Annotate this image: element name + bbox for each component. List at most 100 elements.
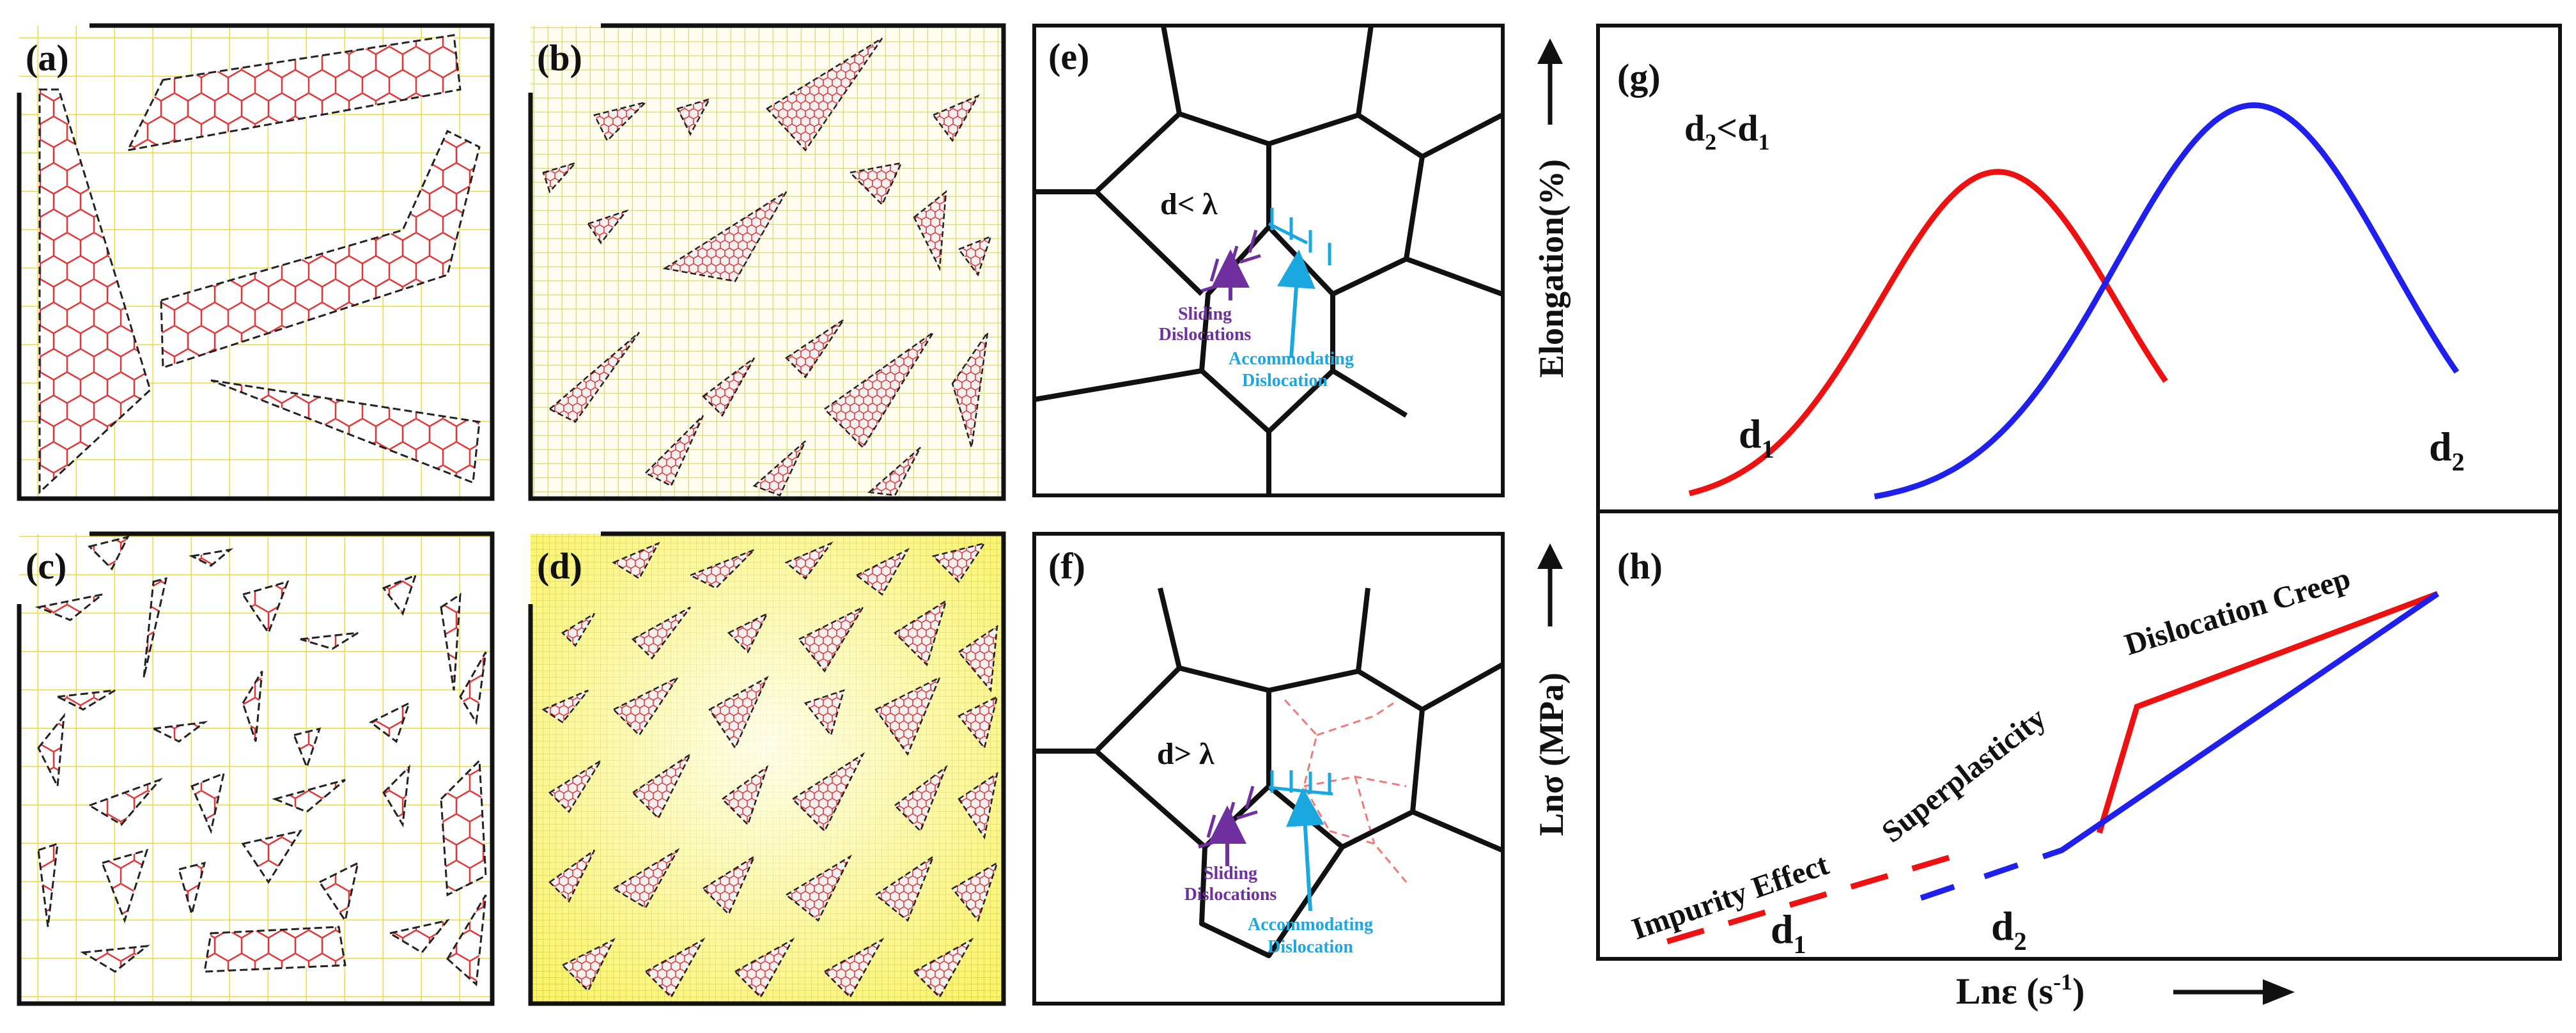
panel-e-frame	[1032, 24, 1505, 497]
panel-c-flake	[300, 632, 359, 650]
panel-c-flake	[80, 945, 150, 973]
panel-d-flake	[708, 676, 769, 750]
panel-c: (c)	[17, 531, 495, 1006]
g-d2-sub: 2	[2452, 447, 2465, 476]
panel-d-flake	[951, 861, 999, 922]
g-series-d1-line	[1688, 169, 2168, 497]
panel-d-flake	[548, 849, 596, 903]
panel-b-flake	[702, 357, 756, 417]
panel-b-flake	[823, 331, 935, 449]
panel-d-flake	[632, 752, 693, 820]
g-series-d1-label: d1	[1739, 411, 1774, 463]
panel-d-flake	[612, 848, 680, 909]
panel-e-accommodating-arrow	[1276, 249, 1315, 359]
h-d2-sub: 2	[2014, 927, 2027, 956]
panel-a: (a)	[17, 23, 495, 501]
panel-d: (d)	[528, 531, 1006, 1006]
panel-d-flake	[894, 765, 948, 833]
panel-b-grid	[531, 26, 1004, 499]
panel-e-sliding-label-2: Dislocations	[1159, 325, 1252, 345]
panel-e-label: (e)	[1048, 36, 1089, 77]
g-d1-sub: 1	[1762, 435, 1774, 463]
panel-h-x-axis-text: Lnε (s	[1956, 970, 2053, 1012]
panel-c-label: (c)	[26, 545, 66, 587]
panel-d-flake	[561, 612, 596, 648]
panel-g-relation: d2<d1	[1684, 107, 1770, 155]
panel-a-flake	[38, 88, 151, 495]
panel-d-flake	[894, 599, 948, 667]
panel-b-flake	[766, 37, 883, 151]
panel-c-flake	[101, 848, 149, 924]
h-series-d1-label: d1	[1771, 906, 1806, 959]
panel-c-flake	[54, 689, 116, 711]
h-series-d1-dashed-line	[1666, 849, 1969, 945]
panel-f: d> λ Sliding Dislocations Accommodating …	[1032, 532, 1505, 1006]
panel-c-frame	[17, 531, 495, 1006]
panel-b-frame	[528, 23, 1006, 501]
g-series-d2-label: d2	[2429, 424, 2465, 476]
panel-c-flake	[272, 779, 346, 813]
panel-d-flake	[874, 676, 942, 756]
h-d1-sub: 1	[1794, 930, 1806, 959]
panel-d-flake	[874, 854, 935, 922]
panel-b: (b)	[528, 23, 1006, 501]
panel-c-flake	[318, 861, 360, 923]
panel-h-x-axis-sup: -1	[2053, 969, 2072, 995]
panel-c-flake	[242, 671, 263, 742]
panel-f-grain-boundary	[1034, 587, 1503, 958]
panel-a-label: (a)	[26, 37, 69, 79]
panel-f-sliding-label-2: Dislocations	[1184, 885, 1277, 905]
panel-b-label: (b)	[537, 37, 582, 79]
panel-e-accommodating-label-2: Dislocation	[1242, 371, 1328, 391]
panel-c-flake	[87, 777, 163, 826]
panel-d-flake	[548, 759, 602, 813]
panel-d-flake	[784, 854, 853, 922]
panel-b-flake	[785, 318, 845, 378]
panel-f-condition: d> λ	[1157, 737, 1214, 771]
panel-e-grain-boundary	[1034, 25, 1503, 495]
h-d1-letter: d	[1771, 906, 1794, 952]
h-d2-letter: d	[1991, 903, 2014, 949]
panel-e-condition: d< λ	[1160, 187, 1218, 221]
panel-d-flake	[561, 938, 616, 993]
panel-b-flake	[644, 415, 704, 487]
panel-a-flake	[126, 34, 462, 152]
panel-b-flake	[752, 440, 807, 497]
panel-d-flake	[612, 675, 680, 736]
panel-g: (g) d2<d1 Elongation(%) d1 d2	[1532, 24, 2562, 513]
panel-g-relation-right-sub: 1	[1758, 129, 1770, 155]
panel-b-flake	[958, 235, 993, 277]
panel-d-flake	[631, 606, 691, 660]
panel-d-flake	[644, 937, 706, 999]
panel-c-flake	[292, 727, 322, 770]
panel-e-accommodating-dislocations	[1268, 208, 1331, 265]
panel-c-flake	[189, 548, 234, 567]
panel-b-flake	[542, 161, 578, 194]
panel-c-flake	[190, 772, 226, 834]
panel-c-flake	[459, 651, 487, 726]
panel-a-flake	[210, 379, 481, 485]
panel-c-flake	[446, 894, 487, 987]
panel-e-accommodating-label-1: Accommodating	[1229, 349, 1354, 369]
panel-h-x-axis-arrow-head	[2263, 979, 2295, 1005]
panel-d-flake	[855, 548, 910, 596]
panel-g-y-axis-arrow-head	[1537, 38, 1563, 64]
panel-f-sliding-label-1: Sliding	[1204, 864, 1257, 883]
panel-h-x-axis-label: Lnε (s-1)	[1956, 969, 2084, 1012]
panel-d-flake	[931, 542, 986, 583]
panel-c-flake	[35, 593, 103, 621]
panel-d-flake	[798, 605, 865, 673]
h-series-d1-line	[2097, 591, 2439, 834]
panel-c-flake	[382, 764, 410, 828]
panel-b-flake	[848, 162, 903, 206]
panel-a-flake	[160, 129, 481, 369]
g-d2-letter: d	[2429, 424, 2452, 469]
panel-d-flake	[733, 937, 795, 999]
panel-c-flake	[143, 577, 167, 678]
panel-e: d< λ Sliding Dislocations Accommodating …	[1032, 24, 1505, 497]
panel-d-flake	[912, 937, 974, 999]
g-d1-letter: d	[1739, 411, 1762, 456]
panel-a-frame	[17, 23, 495, 501]
panel-c-flake	[241, 580, 290, 635]
